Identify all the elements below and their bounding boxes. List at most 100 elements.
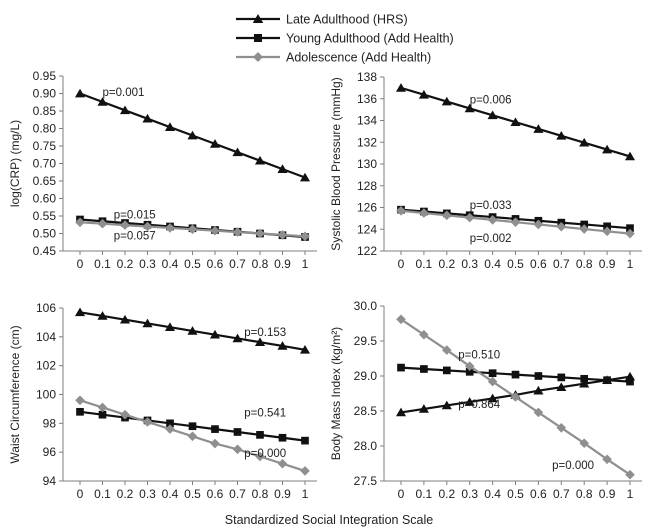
y-tick-label: 29.5 <box>354 334 378 348</box>
data-point-late-adulthood-hrs <box>510 117 521 126</box>
y-tick-label: 96 <box>43 445 57 459</box>
data-point-late-adulthood-hrs <box>602 144 613 154</box>
x-tick-label: 0.3 <box>139 487 156 501</box>
data-point-young-adulthood-add-health <box>420 365 428 373</box>
y-tick-label: 30.0 <box>354 299 378 313</box>
x-tick-label: 0.1 <box>416 487 433 501</box>
data-point-young-adulthood-add-health <box>626 224 634 233</box>
data-point-adolescence-add-health <box>625 469 635 480</box>
y-tick-label: 134 <box>357 114 377 128</box>
y-tick-label: 0.55 <box>33 209 57 223</box>
x-tick-label: 0.6 <box>530 487 547 501</box>
data-point-adolescence-add-health <box>487 215 498 225</box>
x-tick-label: 0.9 <box>599 257 616 271</box>
p-value-label: p=0.000 <box>552 460 594 472</box>
data-point-young-adulthood-add-health <box>534 372 543 380</box>
p-value-label: p=0.541 <box>244 408 286 420</box>
x-tick-label: 0 <box>398 257 405 271</box>
data-point-late-adulthood-hrs <box>97 311 108 320</box>
panel-blood-pressure: 122 124 126 128 130 132 134 136 138 0 0.1 0.2 0.3 0.4… <box>329 70 642 271</box>
data-point-young-adulthood-add-health <box>98 410 107 419</box>
data-point-young-adulthood-add-health <box>233 428 242 436</box>
data-point-young-adulthood-add-health <box>397 363 405 372</box>
x-tick-label: 0.9 <box>274 487 291 501</box>
data-point-adolescence-add-health <box>602 226 612 237</box>
data-point-late-adulthood-hrs <box>464 397 475 406</box>
data-point-late-adulthood-hrs <box>232 333 243 343</box>
p-value-label: p=0.057 <box>114 230 156 242</box>
y-tick-label: 0.80 <box>33 122 57 136</box>
data-point-late-adulthood-hrs <box>119 105 131 115</box>
x-tick-label: 0.2 <box>117 487 134 501</box>
x-tick-label: 0.7 <box>229 257 246 271</box>
data-point-adolescence-add-health <box>232 444 243 455</box>
x-tick-label: 0 <box>77 487 84 501</box>
y-tick-label: 0.70 <box>33 157 57 171</box>
data-point-late-adulthood-hrs <box>441 400 452 410</box>
data-point-late-adulthood-hrs <box>533 124 544 133</box>
legend-label-adolescence-add-health: Adolescence (Add Health) <box>286 51 431 65</box>
x-tick-label: 0.3 <box>461 257 478 271</box>
data-point-adolescence-add-health <box>442 210 452 221</box>
data-point-adolescence-add-health <box>510 217 521 227</box>
p-value-label: p=0.002 <box>470 233 512 245</box>
y-tick-label: 0.75 <box>33 139 57 153</box>
data-point-late-adulthood-hrs <box>395 407 407 417</box>
data-point-late-adulthood-hrs <box>395 83 407 92</box>
y-tick-label: 27.5 <box>354 474 378 488</box>
data-point-adolescence-add-health <box>556 221 567 232</box>
y-tick-label: 0.45 <box>33 244 57 258</box>
x-tick-label: 0.8 <box>576 257 593 271</box>
data-point-adolescence-add-health <box>300 466 310 476</box>
panel-crp: 0.450.500.550.600.650.700.750.800.850.90… <box>8 69 317 271</box>
y-axis-title: Body Mass Index (kg/m²) <box>329 327 343 460</box>
x-tick-label: 0.4 <box>484 487 501 501</box>
x-tick-label: 0.1 <box>94 487 111 501</box>
p-value-label: p=0.000 <box>244 448 286 460</box>
x-tick-label: 0.5 <box>184 487 201 501</box>
p-value-label: p=0.864 <box>458 399 500 411</box>
x-axis-title: Standardized Social Integration Scale <box>225 513 434 527</box>
x-tick-label: 0.1 <box>94 257 111 271</box>
data-point-adolescence-add-health <box>396 205 406 216</box>
data-point-adolescence-add-health <box>277 458 288 469</box>
x-tick-label: 0.6 <box>207 487 224 501</box>
x-tick-label: 1 <box>627 487 634 501</box>
data-point-adolescence-add-health <box>464 361 475 371</box>
data-point-late-adulthood-hrs <box>487 393 498 403</box>
x-tick-label: 0.5 <box>184 257 201 271</box>
data-point-late-adulthood-hrs <box>418 89 429 99</box>
data-point-adolescence-add-health <box>75 395 85 406</box>
data-point-young-adulthood-add-health <box>166 419 174 428</box>
x-tick-label: 0.7 <box>553 487 570 501</box>
data-point-adolescence-add-health <box>579 438 589 448</box>
y-tick-label: 29.0 <box>354 369 378 383</box>
data-point-young-adulthood-add-health <box>603 222 611 231</box>
x-tick-label: 0.1 <box>416 257 433 271</box>
panel-bmi: 27.5 28.0 28.5 29.0 29.5 30.0 0 0.1 0.2 0.3 0.4 0.5… <box>329 299 642 501</box>
x-tick-label: 0.7 <box>553 257 570 271</box>
p-value-label: p=0.033 <box>470 200 512 212</box>
x-tick-label: 0.8 <box>252 257 269 271</box>
y-tick-label: 106 <box>36 301 56 315</box>
x-tick-label: 0.4 <box>484 257 501 271</box>
data-point-young-adulthood-add-health <box>188 422 197 431</box>
data-point-adolescence-add-health <box>210 225 220 236</box>
data-point-young-adulthood-add-health <box>301 436 309 445</box>
data-point-adolescence-add-health <box>300 231 310 242</box>
x-tick-label: 0.5 <box>507 487 524 501</box>
data-point-late-adulthood-hrs <box>142 113 153 123</box>
data-point-adolescence-add-health <box>142 417 153 427</box>
data-point-late-adulthood-hrs <box>164 322 176 332</box>
data-point-young-adulthood-add-health <box>557 373 566 382</box>
data-point-adolescence-add-health <box>187 224 198 235</box>
data-point-adolescence-add-health <box>419 329 429 340</box>
x-tick-label: 0.8 <box>576 487 593 501</box>
data-point-adolescence-add-health <box>120 409 130 420</box>
data-point-late-adulthood-hrs <box>209 329 221 339</box>
p-value-label: p=0.006 <box>470 94 512 106</box>
data-point-adolescence-add-health <box>187 431 198 442</box>
data-point-adolescence-add-health <box>396 314 406 325</box>
data-point-late-adulthood-hrs <box>464 103 475 113</box>
x-tick-label: 1 <box>302 257 309 271</box>
